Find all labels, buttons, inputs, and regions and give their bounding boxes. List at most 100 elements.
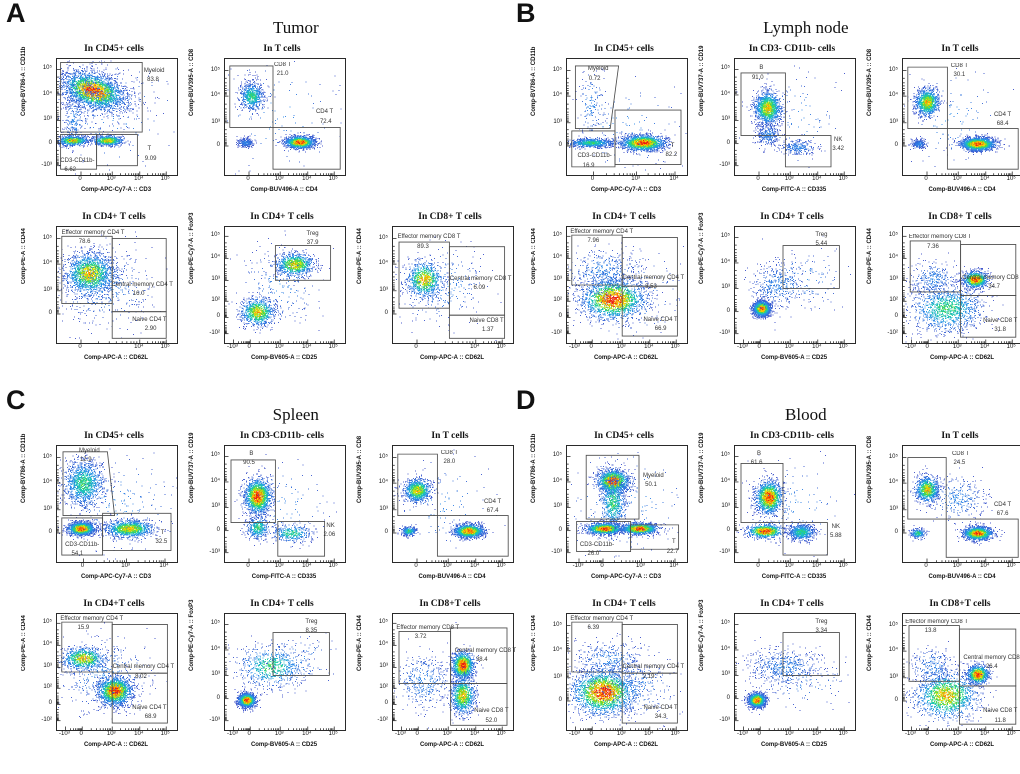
x-axis-label: Comp-BV605-A :: CD25 bbox=[760, 742, 828, 748]
gate-value: 32.5 bbox=[155, 539, 168, 546]
x-tick-label: 10⁵ bbox=[496, 344, 506, 350]
scatter-canvas bbox=[735, 446, 855, 562]
y-tick-label: 10⁵ bbox=[378, 619, 388, 626]
y-axis-ticks: 10⁵ 10⁴ 10³ 0 -10³ bbox=[710, 58, 732, 174]
y-axis-ticks: 10⁵ 10⁴ 10³ 0 -10³ bbox=[200, 445, 222, 561]
y-tick-label: 10³ bbox=[553, 118, 562, 125]
flow-plot: In T cells Comp-BUV395-A :: CD8 10⁵ 10⁴ 10³ 0… bbox=[354, 431, 518, 599]
x-tick-label: -10³ bbox=[395, 731, 406, 737]
plot-title: In CD4+ T cells bbox=[592, 212, 656, 222]
plot-area: Treg 3.34 bbox=[734, 613, 856, 731]
x-tick-label: 10³ bbox=[784, 731, 794, 737]
x-tick-label: 10³ bbox=[274, 176, 284, 182]
gate-label: CD3-CD11b- bbox=[579, 541, 615, 548]
x-tick-label: 0 bbox=[414, 563, 418, 569]
gate-value: 12.9 bbox=[79, 456, 92, 463]
flow-plot: In CD8+ T cells Comp-PE-A :: CD44 10⁵ 10⁴ 10… bbox=[354, 212, 518, 380]
y-tick-label: 10³ bbox=[379, 505, 388, 512]
x-tick-label: 10⁴ bbox=[669, 176, 679, 182]
x-tick-label: 10⁴ bbox=[812, 344, 822, 350]
y-axis-ticks: 10⁵ 10⁴ 10³ 10² 0 -10² bbox=[200, 226, 222, 342]
y-tick-label: 0 bbox=[726, 307, 730, 314]
flow-plot: In CD8+ T cells Comp-PE-A :: CD44 10⁵ 10⁴ 10… bbox=[864, 212, 1020, 380]
x-axis-label: Comp-BV605-A :: CD25 bbox=[250, 355, 318, 361]
gate-label: Naive CD4 T bbox=[132, 704, 167, 711]
plot-title: In CD3-CD11b- cells bbox=[750, 431, 834, 441]
x-tick-label: 10³ bbox=[616, 344, 626, 350]
gate-label: Central memory CD8 T bbox=[962, 275, 1020, 282]
gate-label: T bbox=[670, 143, 675, 149]
y-axis-ticks: 10⁵ 10⁴ 10³ 10² 0 -10² bbox=[368, 613, 390, 729]
gate-value: 13.8 bbox=[924, 628, 937, 635]
gate-label: B bbox=[756, 451, 762, 458]
x-tick-label: 0 bbox=[415, 731, 419, 737]
scatter-canvas bbox=[567, 59, 687, 175]
gate-value: 34.7 bbox=[988, 284, 1001, 291]
x-tick-label: 10⁴ bbox=[980, 176, 990, 182]
x-tick-label: 10⁵ bbox=[496, 731, 506, 737]
y-tick-label: 10⁴ bbox=[210, 477, 220, 484]
y-tick-label: 0 bbox=[216, 142, 220, 148]
x-tick-label: 10⁴ bbox=[644, 731, 654, 737]
plot-title: In CD4+ T cells bbox=[250, 212, 314, 222]
y-tick-label: 10³ bbox=[553, 503, 562, 510]
gate-label: NK bbox=[326, 523, 335, 530]
plot-title: In CD4+ T cells bbox=[250, 599, 314, 609]
gate-value: 61.6 bbox=[750, 460, 763, 467]
gate-label: Treg bbox=[306, 230, 319, 237]
gate-label: Myeloid bbox=[587, 66, 609, 73]
plot-area: B 61.6 NK 5.88 bbox=[734, 445, 856, 563]
x-axis-ticks: 0 10³ 10⁴ 10⁵ bbox=[734, 563, 854, 572]
x-tick-label: 0 bbox=[924, 563, 928, 569]
plot-title: In CD45+ cells bbox=[84, 431, 144, 441]
y-tick-label: 10⁵ bbox=[720, 65, 730, 72]
y-tick-label: -10³ bbox=[719, 161, 730, 168]
gate-value: 1.37 bbox=[481, 327, 494, 334]
y-tick-label: 0 bbox=[894, 313, 898, 320]
gate-value: 54.1 bbox=[71, 550, 84, 557]
x-axis-label: Comp-APC-A :: CD62L bbox=[929, 355, 995, 361]
x-tick-label: 0 bbox=[247, 731, 251, 737]
scatter-canvas bbox=[903, 614, 1020, 730]
x-tick-label: 10⁴ bbox=[470, 344, 480, 350]
x-tick-label: 10³ bbox=[442, 563, 452, 569]
x-tick-label: 10⁵ bbox=[1006, 563, 1016, 569]
y-tick-label: 10³ bbox=[721, 284, 730, 291]
gate-label: NK bbox=[834, 137, 843, 144]
gate-value: 7.96 bbox=[587, 237, 600, 244]
plot-title: In CD45+ cells bbox=[84, 44, 144, 54]
x-tick-label: -10³ bbox=[227, 344, 238, 350]
flow-plot: In CD45+ cells Comp-BV786-A :: CD11b 10⁵ 10… bbox=[528, 431, 692, 599]
scatter-canvas bbox=[225, 614, 345, 730]
gate-label: Naive CD8 T bbox=[474, 708, 509, 715]
gate-value: 68.4 bbox=[996, 120, 1009, 127]
plot-grid: In CD45+ cells Comp-BV786-A :: CD11b 10⁵ 10… bbox=[510, 387, 1020, 774]
plot-area: Myeloid 50.1 CD3-CD11b- 26.0 T 22.7 bbox=[566, 445, 688, 563]
gate-value: 68.9 bbox=[144, 714, 157, 721]
x-axis-label: Comp-APC-A :: CD62L bbox=[83, 742, 149, 748]
y-tick-label: 0 bbox=[48, 310, 52, 316]
x-tick-label: 10³ bbox=[636, 563, 645, 569]
gate-label: CD3-CD11b- bbox=[65, 541, 100, 548]
y-tick-label: 10⁴ bbox=[888, 254, 898, 261]
x-axis-label: Comp-BUV496-A :: CD4 bbox=[250, 187, 318, 193]
y-axis-ticks: 10⁵ 10⁴ 10³ 0 bbox=[878, 58, 900, 174]
gate-value: 16.0 bbox=[132, 291, 145, 298]
scatter-canvas bbox=[225, 227, 345, 343]
x-axis-label: Comp-APC-A :: CD62L bbox=[929, 742, 995, 748]
x-axis-ticks: -10³ 0 10³ 10⁴ 10⁵ bbox=[734, 731, 854, 740]
scatter-canvas bbox=[57, 227, 177, 343]
x-axis-ticks: 0 10³ 10⁴ bbox=[566, 176, 686, 185]
y-tick-label: 0 bbox=[726, 694, 730, 701]
y-tick-label: 10⁵ bbox=[42, 234, 52, 241]
gate-label: Effector memory CD8 T bbox=[908, 234, 972, 241]
y-tick-label: 10⁵ bbox=[210, 620, 220, 627]
y-tick-label: 10⁴ bbox=[210, 645, 220, 652]
x-tick-label: 10⁴ bbox=[980, 344, 990, 350]
x-tick-label: 10³ bbox=[274, 344, 284, 350]
x-tick-label: 10⁵ bbox=[328, 563, 338, 569]
y-tick-label: -10³ bbox=[209, 548, 220, 555]
y-tick-label: 10⁴ bbox=[888, 647, 898, 654]
y-tick-label: 10² bbox=[211, 297, 220, 304]
y-axis-ticks: 10⁵ 10⁴ 10³ 0 -10³ bbox=[32, 58, 54, 174]
